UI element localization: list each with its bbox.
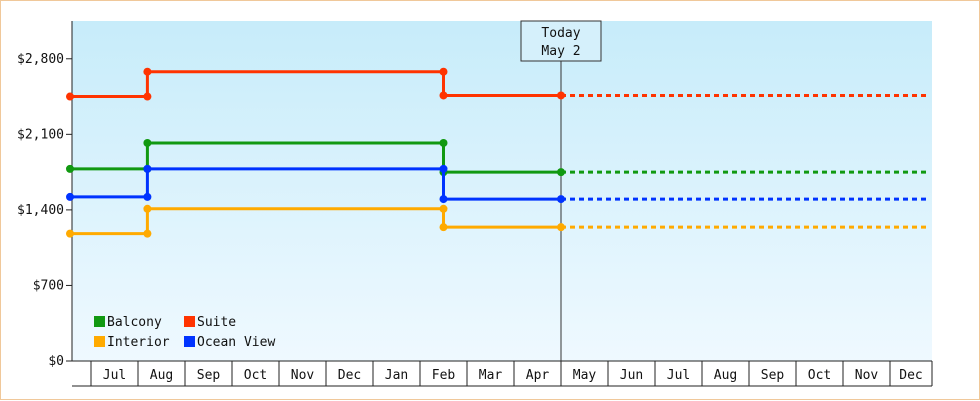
data-point-ocean-view bbox=[143, 164, 152, 173]
data-point-interior bbox=[66, 229, 74, 238]
y-tick-label: $1,400 bbox=[17, 203, 64, 218]
legend-label-suite: Suite bbox=[197, 315, 236, 330]
data-point-suite bbox=[143, 92, 152, 101]
data-point-interior bbox=[557, 223, 565, 232]
x-tick-label: Oct bbox=[244, 368, 267, 383]
today-date: May 2 bbox=[541, 44, 580, 59]
x-tick-label: Sep bbox=[761, 368, 785, 383]
plot-background bbox=[72, 21, 932, 361]
y-tick-label: $0 bbox=[48, 354, 64, 369]
data-point-balcony bbox=[66, 164, 74, 173]
y-tick-label: $700 bbox=[33, 278, 64, 293]
legend-label-interior: Interior bbox=[107, 335, 170, 350]
today-label: Today bbox=[541, 26, 580, 41]
data-point-interior bbox=[439, 204, 448, 213]
x-tick-label: Jan bbox=[385, 368, 408, 383]
series-line-interior bbox=[70, 207, 561, 236]
data-point-ocean-view bbox=[143, 192, 152, 201]
x-tick-label: Feb bbox=[432, 368, 456, 383]
data-point-suite bbox=[439, 91, 448, 100]
y-tick-label: $2,800 bbox=[17, 52, 64, 67]
data-point-suite bbox=[439, 67, 448, 76]
x-tick-label: Aug bbox=[714, 368, 737, 383]
x-tick-label: Oct bbox=[808, 368, 831, 383]
x-tick-label: May bbox=[573, 368, 597, 383]
x-tick-label: Dec bbox=[338, 368, 361, 383]
data-point-balcony bbox=[439, 138, 448, 147]
legend-swatch-suite bbox=[184, 316, 195, 327]
legend-label-balcony: Balcony bbox=[107, 315, 162, 330]
data-point-ocean-view bbox=[439, 164, 448, 173]
data-point-balcony bbox=[143, 138, 152, 147]
x-tick-label: Nov bbox=[291, 368, 315, 383]
x-tick-label: Apr bbox=[526, 368, 550, 383]
x-tick-label: Sep bbox=[197, 368, 221, 383]
data-point-balcony bbox=[557, 168, 565, 177]
today-label-box bbox=[520, 20, 602, 62]
data-point-ocean-view bbox=[557, 195, 565, 204]
series-line-ocean-view bbox=[70, 167, 561, 201]
data-point-interior bbox=[143, 229, 152, 238]
data-point-ocean-view bbox=[66, 192, 74, 201]
x-tick-label: Nov bbox=[855, 368, 879, 383]
series-line-suite bbox=[70, 70, 561, 99]
x-tick-label: Jul bbox=[667, 368, 690, 383]
legend-swatch-ocean-view bbox=[184, 336, 195, 347]
x-tick-label: Mar bbox=[479, 368, 503, 383]
y-tick-label: $2,100 bbox=[17, 127, 64, 142]
x-tick-label: Jul bbox=[103, 368, 126, 383]
data-point-interior bbox=[143, 204, 152, 213]
x-tick-label: Jun bbox=[620, 368, 643, 383]
data-point-interior bbox=[439, 223, 448, 232]
data-point-ocean-view bbox=[439, 195, 448, 204]
legend-swatch-interior bbox=[94, 336, 105, 347]
series-line-balcony bbox=[70, 141, 561, 174]
legend-label-ocean-view: Ocean View bbox=[197, 335, 275, 350]
x-tick-label: Dec bbox=[899, 368, 922, 383]
data-point-suite bbox=[143, 67, 152, 76]
x-tick-label: Aug bbox=[150, 368, 173, 383]
data-point-suite bbox=[66, 92, 74, 101]
legend-swatch-balcony bbox=[94, 316, 105, 327]
data-point-suite bbox=[557, 91, 565, 100]
